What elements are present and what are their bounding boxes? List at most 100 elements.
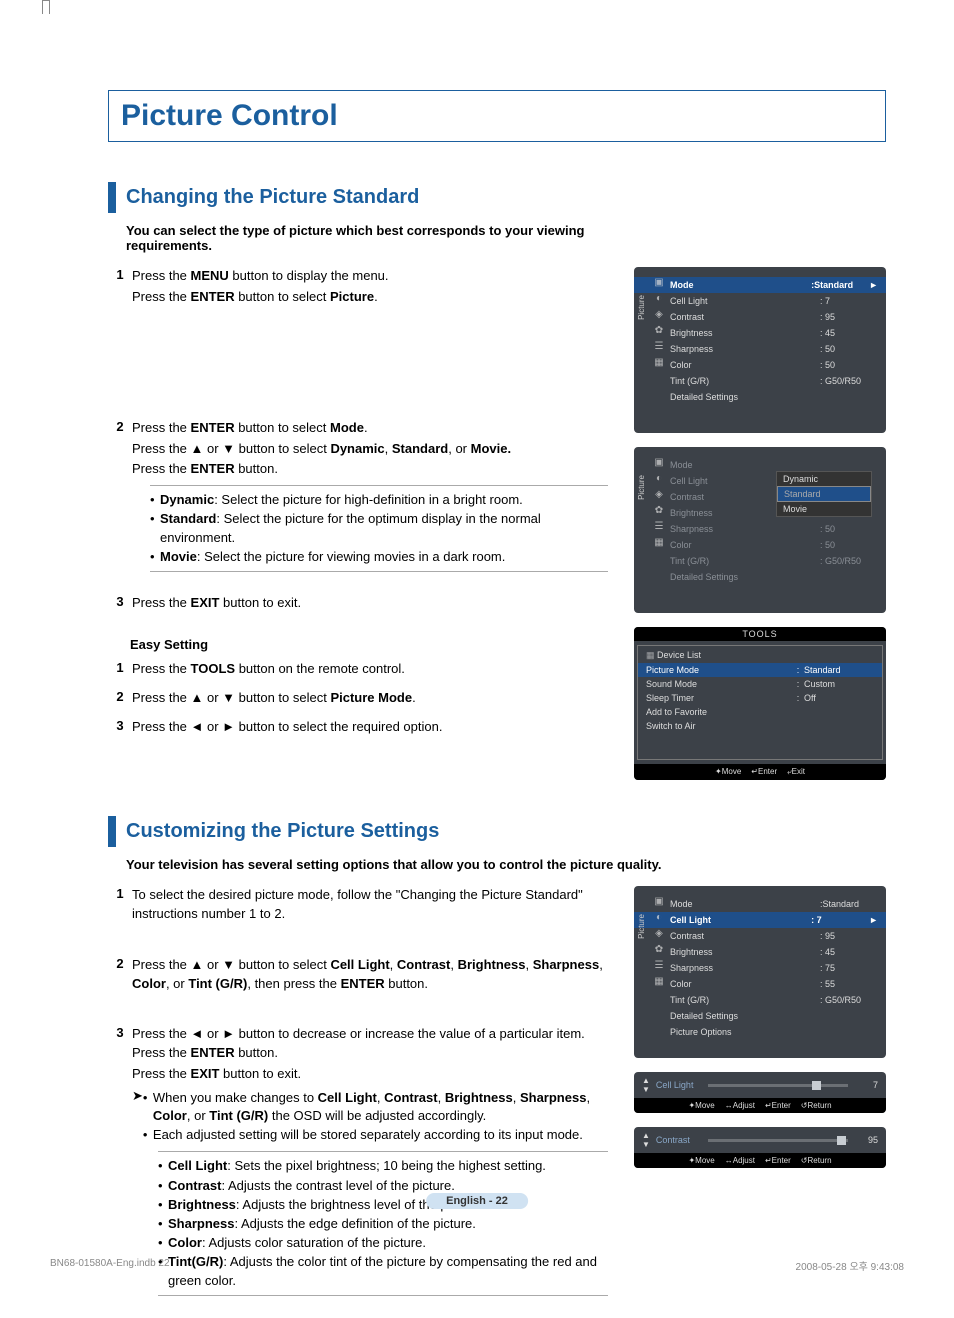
instructions-column: 1 To select the desired picture mode, fo… <box>108 886 608 1318</box>
osd-icon-column: ▣ ◐ ◈ ✿ ☰ ▦ <box>652 277 666 373</box>
osd-column: Picture ▣ ◐ ◈ ✿ ☰ ▦ Mode:Standard► Cell … <box>634 267 886 780</box>
osd-tab-label: Picture <box>637 475 646 500</box>
step-number: 2 <box>108 956 132 996</box>
step-text: Press the ENTER button to select Mode. <box>132 419 608 438</box>
device-icon: ▦ <box>646 650 657 660</box>
app-icon: ▦ <box>652 976 666 992</box>
osd-tab-label: Picture <box>637 914 646 939</box>
osd-row[interactable]: Color: 50 <box>634 357 886 373</box>
slider-thumb[interactable] <box>812 1081 821 1090</box>
tools-row[interactable]: Switch to Air <box>638 719 882 733</box>
channel-icon: ◈ <box>652 309 666 325</box>
section-heading: Customizing the Picture Settings <box>108 816 886 847</box>
osd-row-cell-light[interactable]: Cell Light: 7► <box>634 912 886 928</box>
tools-row[interactable]: Add to Favorite <box>638 705 882 719</box>
tools-title: TOOLS <box>634 627 886 641</box>
popup-option[interactable]: Movie <box>777 502 871 516</box>
input-icon: ☰ <box>652 960 666 976</box>
move-hint: ✦Move <box>688 1156 714 1165</box>
osd-row[interactable]: Contrast: 95 <box>634 928 886 944</box>
osd-row: Sharpness: 50 <box>634 521 886 537</box>
osd-row[interactable]: Tint (G/R): G50/R50 <box>634 992 886 1008</box>
slider-bottom-bar: ✦Move ↔Adjust ↵Enter ↺Return <box>634 1098 886 1113</box>
step-text: Press the TOOLS button on the remote con… <box>132 660 608 679</box>
easy-step-3: 3 Press the ◄ or ► button to select the … <box>108 718 608 739</box>
slider-thumb[interactable] <box>837 1136 846 1145</box>
main-title-box: Picture Control <box>108 90 886 142</box>
osd-icon-column: ▣ ◐ ◈ ✿ ☰ ▦ <box>652 457 666 553</box>
step-text: Press the ▲ or ▼ button to select Pictur… <box>132 689 608 708</box>
picture-icon: ▣ <box>652 277 666 293</box>
popup-option-selected[interactable]: Standard <box>777 486 871 502</box>
section-subtitle: Your television has several setting opti… <box>126 857 886 872</box>
enter-hint: ↵Enter <box>765 1101 791 1110</box>
step-text: Press the ◄ or ► button to decrease or i… <box>132 1025 608 1063</box>
note-item: •When you make changes to Cell Light, Co… <box>143 1089 608 1125</box>
move-hint: ✦Move <box>688 1101 714 1110</box>
step-number: 3 <box>108 1025 132 1295</box>
step-1: 1 Press the MENU button to display the m… <box>108 267 608 309</box>
osd-row-mode[interactable]: Mode:Standard► <box>634 277 886 293</box>
osd-row[interactable]: Picture Options <box>634 1024 886 1040</box>
popup-option[interactable]: Dynamic <box>777 472 871 486</box>
osd-row[interactable]: Color: 55 <box>634 976 886 992</box>
section-title: Changing the Picture Standard <box>126 186 876 209</box>
step-number: 3 <box>108 718 132 739</box>
step-text: Press the ▲ or ▼ button to select Cell L… <box>132 956 608 994</box>
slider-cell-light: ▲▼ Cell Light 7 ✦Move ↔Adjust ↵Enter ↺Re… <box>634 1072 886 1113</box>
sound-icon: ◐ <box>652 293 666 309</box>
enter-hint: ↵Enter <box>751 767 777 777</box>
page-number: English - 22 <box>426 1193 528 1209</box>
note-arrow-icon: ➤ <box>132 1088 143 1146</box>
slider-name: Cell Light <box>656 1080 702 1090</box>
setup-icon: ✿ <box>652 505 666 521</box>
setup-icon: ✿ <box>652 944 666 960</box>
osd-row[interactable]: Mode:Standard <box>634 896 886 912</box>
osd-row[interactable]: Detailed Settings <box>634 389 886 405</box>
crop-mark-icon <box>42 0 50 14</box>
slider-name: Contrast <box>656 1135 702 1145</box>
updown-icon[interactable]: ▲▼ <box>642 1076 650 1094</box>
step-number: 1 <box>108 886 132 926</box>
section-title: Customizing the Picture Settings <box>126 820 876 843</box>
step-number: 1 <box>108 660 132 681</box>
setup-icon: ✿ <box>652 325 666 341</box>
page: Picture Control Changing the Picture Sta… <box>0 0 954 1303</box>
osd-row[interactable]: Cell Light: 7 <box>634 293 886 309</box>
step-text: Press the EXIT button to exit. <box>132 594 608 613</box>
updown-icon[interactable]: ▲▼ <box>642 1131 650 1149</box>
step-number: 2 <box>108 419 132 572</box>
tools-bottom-bar: ✦Move ↵Enter ⤶Exit <box>634 764 886 780</box>
step-3: 3 Press the EXIT button to exit. <box>108 594 608 615</box>
tools-row[interactable]: ▦ Device List <box>638 648 882 663</box>
slider-contrast: ▲▼ Contrast 95 ✦Move ↔Adjust ↵Enter ↺Ret… <box>634 1127 886 1168</box>
osd-row[interactable]: Brightness: 45 <box>634 944 886 960</box>
enter-hint: ↵Enter <box>765 1156 791 1165</box>
osd-row[interactable]: Contrast: 95 <box>634 309 886 325</box>
step-number: 1 <box>108 267 132 309</box>
osd-row[interactable]: Sharpness: 75 <box>634 960 886 976</box>
sound-icon: ◐ <box>652 473 666 489</box>
osd-row[interactable]: Sharpness: 50 <box>634 341 886 357</box>
return-hint: ↺Return <box>801 1156 832 1165</box>
slider-track[interactable] <box>708 1139 848 1142</box>
osd-row[interactable]: Tint (G/R): G50/R50 <box>634 373 886 389</box>
footer-right: 2008-05-28 오후 9:43:08 <box>796 1258 904 1273</box>
easy-setting-heading: Easy Setting <box>130 637 608 652</box>
tools-row[interactable]: Sleep Timer:Off <box>638 691 882 705</box>
slider-track[interactable] <box>708 1084 848 1087</box>
picture-icon: ▣ <box>652 457 666 473</box>
easy-step-2: 2 Press the ▲ or ▼ button to select Pict… <box>108 689 608 710</box>
osd-row[interactable]: Brightness: 45 <box>634 325 886 341</box>
section-customizing: Customizing the Picture Settings Your te… <box>108 816 886 1318</box>
osd-row: Detailed Settings <box>634 569 886 585</box>
tools-row-picture-mode[interactable]: Picture Mode:Standard <box>638 663 882 677</box>
mode-popup: Dynamic Standard Movie <box>776 471 872 517</box>
slider-value: 95 <box>854 1135 878 1145</box>
easy-step-1: 1 Press the TOOLS button on the remote c… <box>108 660 608 681</box>
tools-row[interactable]: Sound Mode:Custom <box>638 677 882 691</box>
step-3: 3 Press the ◄ or ► button to decrease or… <box>108 1025 608 1295</box>
osd-row[interactable]: Detailed Settings <box>634 1008 886 1024</box>
section-changing-standard: Changing the Picture Standard You can se… <box>108 182 886 780</box>
section-subtitle: You can select the type of picture which… <box>126 223 606 253</box>
